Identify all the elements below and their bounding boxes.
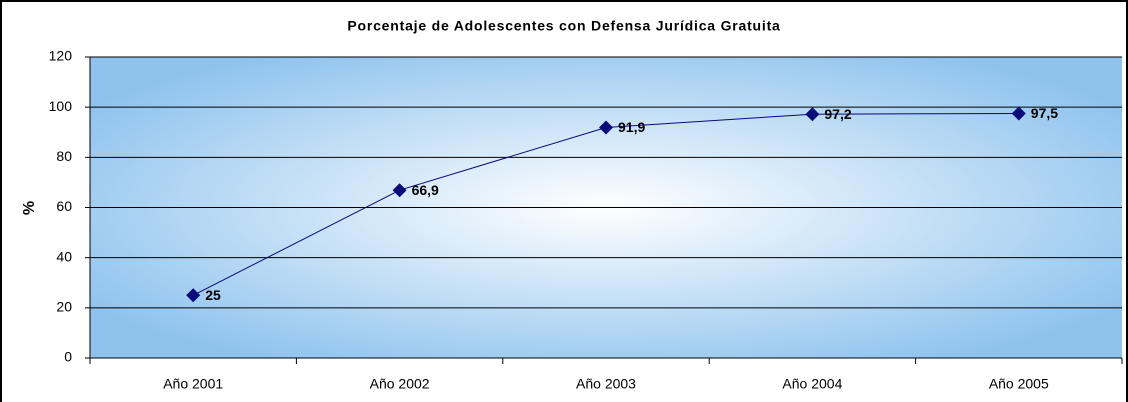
y-tick-label: 60: [56, 198, 72, 214]
value-label: 97,2: [824, 106, 851, 122]
x-tick-label: Año 2002: [370, 376, 430, 392]
chart-title: Porcentaje de Adolescentes con Defensa J…: [347, 18, 780, 34]
value-label: 66,9: [412, 182, 439, 198]
x-tick-label: Año 2003: [576, 376, 636, 392]
x-tick-label: Año 2005: [989, 376, 1049, 392]
y-axis-label: %: [21, 201, 38, 215]
y-tick-label: 100: [49, 98, 73, 114]
y-tick-label: 80: [56, 148, 72, 164]
marker: [1011, 106, 1026, 121]
x-tick-label: Año 2001: [163, 376, 223, 392]
x-tick-label: Año 2004: [782, 376, 842, 392]
value-label: 25: [205, 287, 221, 303]
marker: [186, 288, 201, 303]
value-label: 97,5: [1031, 105, 1058, 121]
value-label: 91,9: [618, 119, 645, 135]
y-tick-label: 40: [56, 248, 72, 264]
marker: [392, 183, 407, 198]
y-tick-label: 0: [64, 349, 72, 365]
marker: [599, 120, 613, 135]
marker: [805, 107, 820, 122]
y-tick-label: 120: [49, 48, 73, 64]
y-tick-label: 20: [56, 299, 72, 315]
